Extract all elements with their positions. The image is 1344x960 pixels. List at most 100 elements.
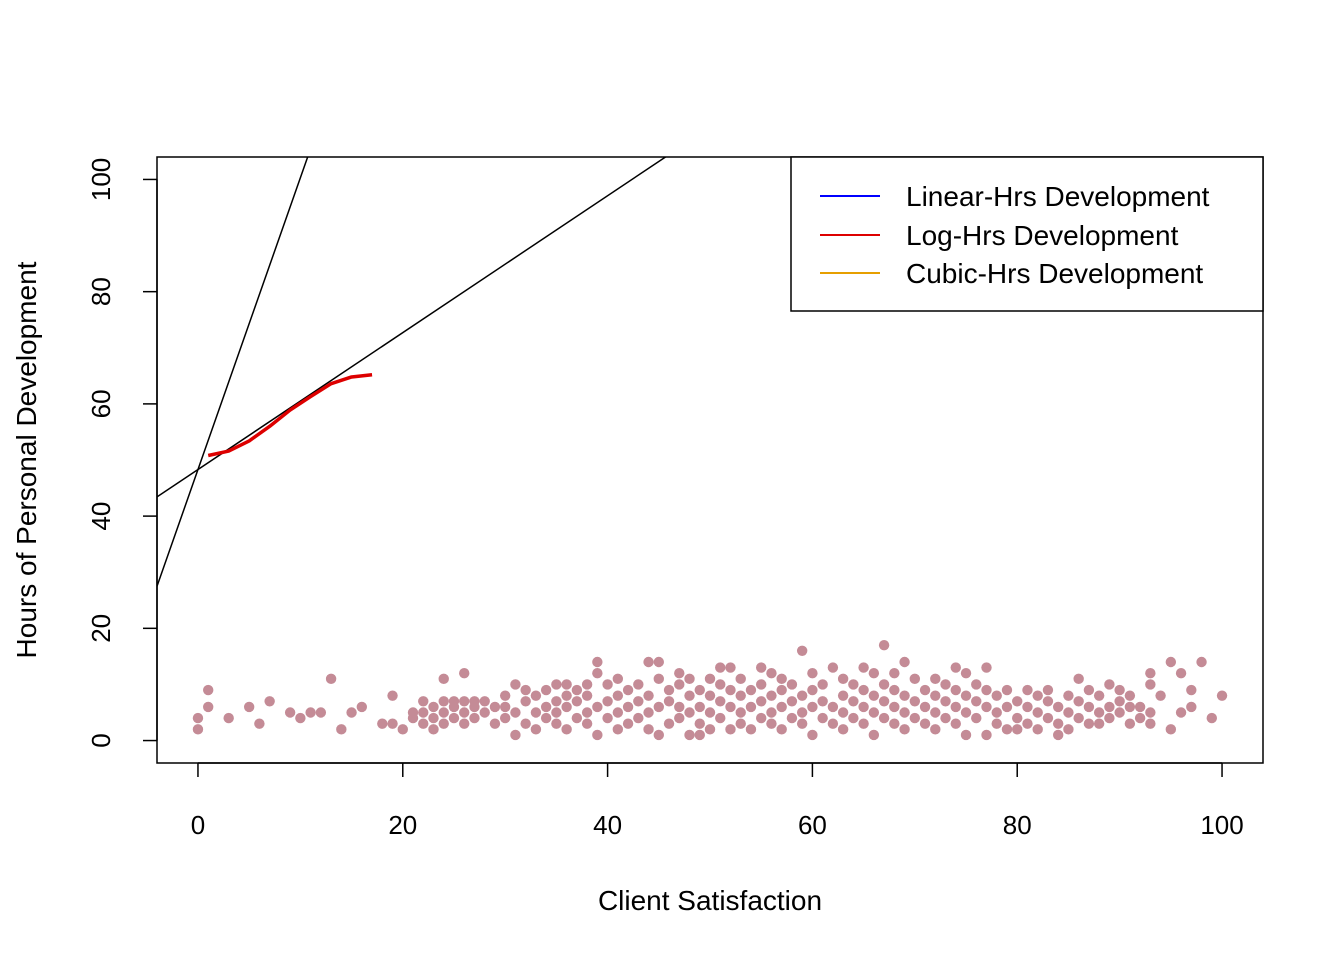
data-point (704, 690, 716, 701)
data-point (1134, 701, 1146, 713)
data-point (459, 707, 470, 718)
data-point (592, 668, 603, 679)
data-point (1124, 690, 1136, 701)
data-point (1063, 707, 1074, 718)
data-point (346, 707, 357, 718)
data-point (1052, 718, 1064, 729)
data-point (889, 701, 900, 713)
data-point (704, 673, 716, 685)
data-point (428, 712, 439, 724)
data-point (735, 718, 746, 729)
data-point (540, 684, 552, 696)
data-point (745, 684, 757, 696)
data-point (581, 690, 593, 701)
data-point (868, 729, 880, 741)
data-point (612, 690, 624, 701)
data-point (704, 707, 716, 718)
data-point (868, 690, 880, 701)
data-point (796, 707, 808, 718)
data-point (633, 712, 644, 724)
data-point (827, 662, 839, 673)
data-point (653, 729, 664, 741)
data-point (981, 701, 992, 713)
data-point (786, 679, 798, 690)
data-point (889, 668, 900, 679)
data-point (827, 701, 839, 713)
data-point (551, 718, 562, 729)
data-point (1186, 684, 1197, 696)
data-point (1216, 690, 1228, 701)
data-point (612, 707, 624, 718)
data-point (581, 679, 593, 690)
data-point (694, 729, 705, 741)
data-point (643, 656, 654, 668)
y-tick-label: 80 (86, 277, 116, 306)
data-point (1042, 684, 1054, 696)
data-point (592, 701, 603, 713)
data-point (807, 668, 818, 679)
data-point (315, 707, 327, 718)
data-point (1022, 684, 1033, 696)
data-point (1063, 690, 1074, 701)
data-point (715, 712, 726, 724)
data-point (930, 673, 941, 685)
data-point (254, 718, 265, 729)
data-point (622, 718, 634, 729)
data-point (663, 718, 675, 729)
data-point (479, 696, 490, 707)
data-point (715, 696, 726, 707)
data-point (530, 707, 542, 718)
data-point (397, 724, 408, 735)
data-point (530, 690, 542, 701)
data-point (438, 707, 449, 718)
data-point (704, 724, 716, 735)
data-point (919, 718, 931, 729)
data-point (878, 696, 890, 707)
data-point (592, 729, 603, 741)
data-point (561, 724, 572, 735)
data-point (407, 707, 419, 718)
data-point (684, 690, 695, 701)
data-point (540, 712, 552, 724)
data-point (1104, 712, 1115, 724)
data-point (837, 707, 849, 718)
data-point (1104, 679, 1115, 690)
data-point (807, 701, 818, 713)
data-point (377, 718, 388, 729)
data-point (694, 684, 705, 696)
data-point (756, 712, 767, 724)
data-point (1124, 718, 1136, 729)
data-point (305, 707, 316, 718)
data-point (520, 718, 531, 729)
data-point (1052, 701, 1064, 713)
data-point (725, 724, 736, 735)
data-point (1175, 668, 1187, 679)
data-point (469, 712, 480, 724)
data-point (203, 701, 214, 713)
data-point (991, 707, 1002, 718)
data-point (950, 701, 961, 713)
data-point (1093, 690, 1105, 701)
data-point (499, 701, 511, 713)
y-tick-label: 0 (86, 733, 116, 747)
data-point (684, 729, 695, 741)
data-point (1012, 724, 1023, 735)
data-point (387, 690, 398, 701)
legend-label-linear: Linear-Hrs Development (906, 181, 1210, 212)
data-point (612, 724, 624, 735)
data-point (1165, 724, 1177, 735)
data-point (919, 701, 931, 713)
data-point (981, 662, 992, 673)
data-point (796, 690, 808, 701)
data-point (1145, 707, 1156, 718)
data-point (950, 684, 961, 696)
data-point (725, 662, 736, 673)
data-point (899, 724, 910, 735)
data-point (991, 690, 1002, 701)
data-point (428, 724, 439, 735)
x-tick-label: 20 (388, 810, 417, 840)
data-point (622, 684, 634, 696)
x-axis: 0 20 40 60 80 100 (191, 762, 1244, 840)
data-point (940, 696, 951, 707)
legend-label-log: Log-Hrs Development (906, 220, 1179, 251)
